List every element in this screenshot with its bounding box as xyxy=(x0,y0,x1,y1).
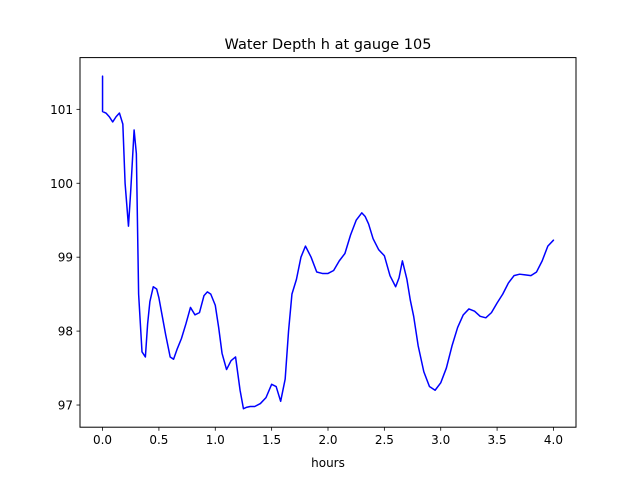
plot-area xyxy=(101,75,555,410)
y-tick-label: 99 xyxy=(58,251,73,265)
x-tick-label: 3.0 xyxy=(431,433,450,447)
y-axis: 97 98 99 100 101 xyxy=(50,103,80,413)
x-axis-label: hours xyxy=(311,456,345,470)
x-tick-label: 3.5 xyxy=(488,433,507,447)
x-tick-label: 0.0 xyxy=(93,433,112,447)
x-tick-label: 2.0 xyxy=(318,433,337,447)
y-tick-label: 101 xyxy=(50,103,73,117)
y-tick-label: 100 xyxy=(50,177,73,191)
x-tick-label: 4.0 xyxy=(544,433,563,447)
plot-frame xyxy=(79,57,577,428)
x-axis: 0.0 0.5 1.0 1.5 2.0 2.5 3.0 3.5 4.0 xyxy=(93,427,563,447)
x-tick-label: 2.5 xyxy=(375,433,394,447)
x-tick-label: 1.0 xyxy=(206,433,225,447)
y-tick-label: 98 xyxy=(58,325,73,339)
y-tick-label: 97 xyxy=(58,399,73,413)
chart-title: Water Depth h at gauge 105 xyxy=(225,37,432,53)
series-line-0 xyxy=(101,75,555,410)
x-tick-label: 0.5 xyxy=(149,433,168,447)
x-tick-label: 1.5 xyxy=(262,433,281,447)
